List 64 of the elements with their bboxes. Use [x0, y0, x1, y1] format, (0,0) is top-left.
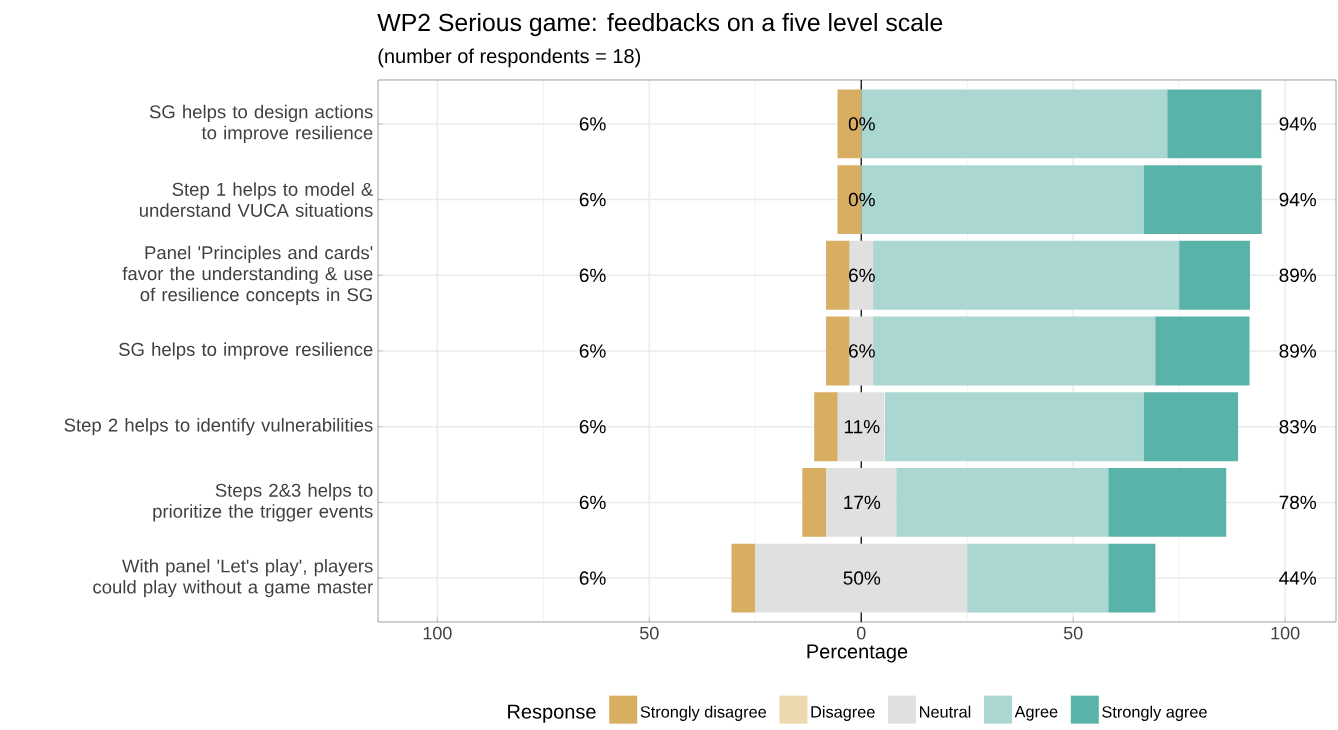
y-tick-label: Panel 'Principles and cards' favor the understanding & use of resilience concepts in SG — [122, 245, 373, 305]
bar — [1143, 165, 1262, 235]
bar — [1167, 89, 1262, 159]
annotation: 0% — [848, 117, 875, 131]
annotation: 6% — [579, 495, 606, 510]
annotation: 94% — [1279, 192, 1317, 207]
legend-label: Strongly agree — [1102, 705, 1207, 721]
legend-title: Response — [508, 704, 596, 723]
bar — [967, 543, 1109, 613]
bar — [1108, 467, 1227, 537]
annotation: 6% — [849, 344, 875, 358]
x-tick-label: 50 — [640, 626, 659, 640]
bar — [826, 316, 850, 386]
annotation: 6% — [849, 268, 875, 283]
y-tick-label: Step 2 helps to identify vulnerabilities — [64, 418, 373, 436]
bar — [1108, 543, 1156, 613]
bar — [731, 543, 756, 613]
y-tick-label: SG helps to design actions to improve resilience — [149, 104, 373, 144]
bar — [1179, 240, 1250, 310]
x-tick-label: 100 — [423, 626, 452, 640]
x-tick-label: 100 — [1271, 626, 1300, 640]
bar — [826, 240, 850, 310]
legend-label: Agree — [1014, 706, 1058, 721]
x-axis-title: Percentage — [807, 644, 908, 663]
x-tick-label: 50 — [1063, 626, 1083, 640]
y-tick-label: SG helps to improve resilience — [119, 342, 373, 360]
bar — [1155, 316, 1250, 386]
legend-label: Disagree — [811, 705, 875, 721]
annotation: 6% — [579, 419, 606, 434]
annotation: 0% — [848, 192, 875, 207]
bar — [884, 392, 1144, 462]
bar — [896, 467, 1109, 537]
annotation: 94% — [1279, 117, 1317, 131]
bar — [755, 543, 968, 613]
bar — [837, 392, 885, 462]
annotation: 6% — [579, 192, 606, 207]
y-tick-label: With panel 'Let's play', players could play without a game master — [93, 558, 373, 598]
bar — [849, 316, 874, 386]
annotation: 50% — [843, 571, 881, 585]
bar — [849, 240, 874, 310]
annotation: 44% — [1279, 571, 1317, 585]
annotation: 6% — [579, 344, 606, 358]
bar — [826, 467, 897, 537]
annotation: 89% — [1279, 268, 1317, 283]
bar — [802, 467, 827, 537]
legend-label: Strongly disagree — [640, 705, 767, 721]
annotation: 83% — [1279, 419, 1317, 434]
bar — [814, 392, 838, 462]
annotation: 17% — [844, 495, 881, 510]
annotation: 78% — [1279, 495, 1317, 510]
y-tick-label: Step 1 helps to model & understand VUCA situations — [139, 182, 373, 217]
annotation: 6% — [579, 117, 606, 131]
annotation: 6% — [579, 571, 606, 585]
annotation: 89% — [1279, 344, 1317, 358]
chart-title: WP2 Serious game: feedbacks on a five level scale — [377, 13, 943, 37]
y-tick-label: Steps 2&3 helps to prioritize the trigger events — [153, 483, 373, 522]
annotation: 6% — [579, 268, 606, 283]
bar — [873, 316, 1156, 386]
x-tick-label: 0 — [856, 626, 866, 640]
legend-label: Neutral — [920, 705, 971, 718]
bar — [873, 240, 1180, 310]
chart-subtitle: (number of respondents = 18) — [378, 48, 641, 68]
annotation: 11% — [844, 420, 880, 434]
bar — [1143, 392, 1239, 462]
